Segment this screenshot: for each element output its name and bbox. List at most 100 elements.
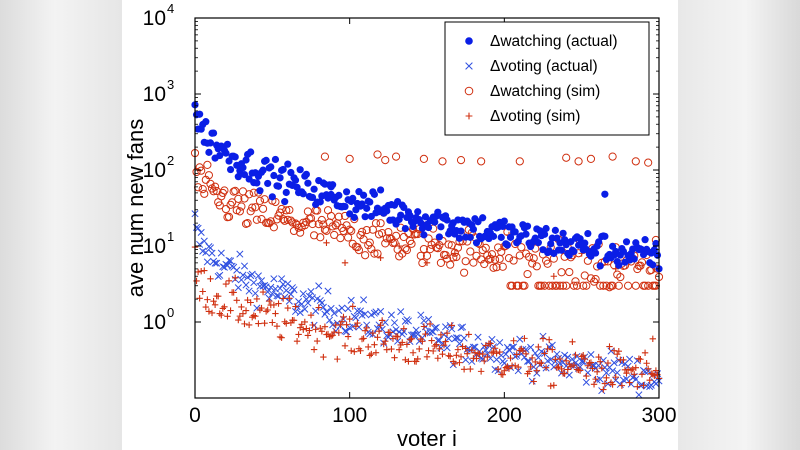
data-point [394,333,401,341]
data-point [592,375,599,383]
data-point [349,303,356,310]
data-point [531,349,539,357]
data-point [456,359,463,366]
data-point [477,368,485,375]
data-point [242,307,250,314]
data-point [420,317,428,325]
data-point [562,153,571,162]
data-point [252,312,259,320]
data-point [627,367,635,374]
data-point [310,185,318,193]
data-point [424,315,433,324]
data-point [391,152,401,161]
data-point [277,204,286,214]
data-point [564,353,572,361]
data-point [267,163,275,171]
data-point [313,337,321,345]
data-point [497,233,505,241]
data-point [204,296,211,303]
data-point [362,225,371,235]
data-point [500,217,508,225]
data-point [641,236,649,244]
data-point [524,252,534,261]
left-backdrop [0,0,122,450]
data-point [429,347,437,355]
y-tick-label: 10 [143,83,166,106]
data-point [269,223,278,232]
data-point [435,233,443,241]
data-point [386,329,394,336]
data-point [206,244,215,252]
data-point [242,156,250,164]
data-point [370,190,379,198]
data-point [490,255,500,264]
data-point [224,212,234,221]
data-point [308,294,317,302]
data-point [278,275,286,283]
data-point [434,336,442,344]
data-point [491,345,499,352]
data-point [196,295,203,302]
data-point [318,299,326,307]
data-point [424,223,433,232]
data-point [591,274,600,284]
data-point [358,200,366,208]
data-point [408,335,415,343]
data-point [643,360,650,367]
data-point [322,226,331,235]
data-point [565,371,573,379]
data-point [323,239,330,247]
data-point [247,148,255,156]
data-point [591,249,600,257]
data-point [631,157,640,166]
data-point [603,374,610,381]
data-point [523,222,532,230]
data-point [240,194,249,203]
data-point [510,343,518,351]
data-point [528,354,536,362]
data-point [527,363,534,371]
data-point [482,346,490,354]
data-point [303,207,313,216]
data-point [250,312,257,319]
data-point [442,323,450,331]
data-point [602,369,610,377]
data-point [487,250,497,259]
data-point [419,338,426,345]
data-point [319,303,327,311]
data-point [383,346,390,353]
data-point [442,338,449,345]
data-point [547,356,555,364]
data-point [281,198,289,206]
data-point [315,304,322,311]
data-point [403,341,411,348]
data-point [207,275,214,282]
data-point [225,277,233,285]
data-point [495,254,504,263]
data-point [448,322,455,329]
data-point [490,348,497,356]
data-point [378,317,386,324]
data-point [584,369,592,377]
data-point [206,139,215,147]
data-point [317,325,324,332]
data-point [550,382,558,389]
data-point [570,247,578,256]
data-point [626,355,634,363]
data-point [312,307,320,315]
data-point [296,166,304,174]
data-point [569,281,579,290]
data-point [361,213,369,221]
data-point [392,332,400,340]
data-point [553,364,561,372]
data-point [537,281,546,290]
data-point [484,353,491,361]
data-point [329,332,336,339]
data-point [245,321,253,329]
data-point [270,275,278,283]
data-point [335,191,343,199]
data-point [361,327,369,334]
data-point [616,380,624,389]
data-point [457,324,465,332]
data-point [268,290,276,298]
